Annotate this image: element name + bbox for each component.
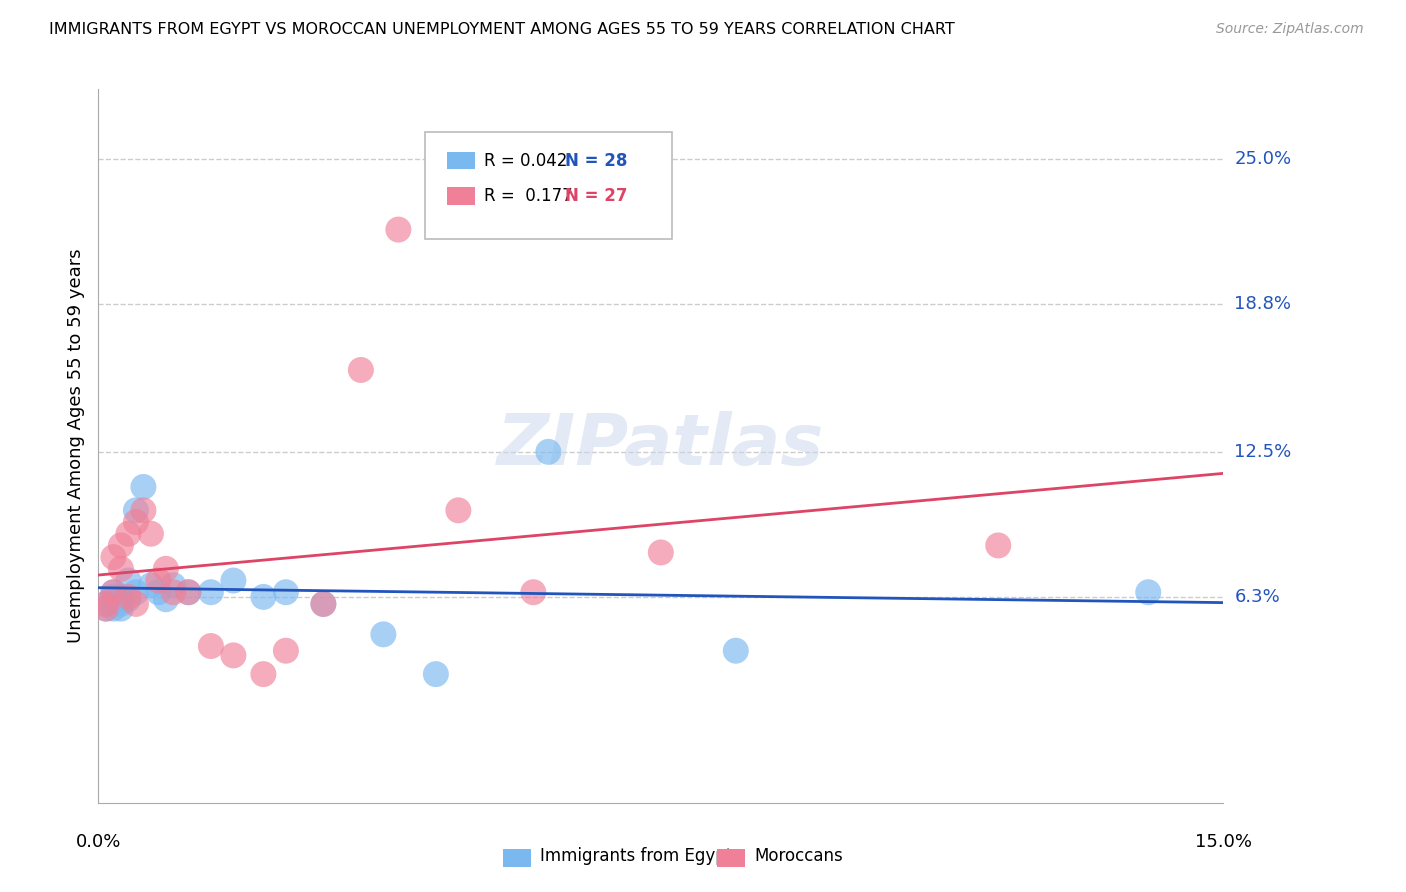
Text: IMMIGRANTS FROM EGYPT VS MOROCCAN UNEMPLOYMENT AMONG AGES 55 TO 59 YEARS CORRELA: IMMIGRANTS FROM EGYPT VS MOROCCAN UNEMPL… [49, 22, 955, 37]
Point [148, 585, 170, 599]
Point [252, 590, 274, 604]
Point [350, 363, 373, 377]
Point [274, 644, 297, 658]
Point [387, 222, 409, 236]
FancyBboxPatch shape [447, 152, 475, 169]
Text: N = 27: N = 27 [565, 187, 627, 205]
Point [110, 601, 132, 615]
Point [117, 590, 139, 604]
Text: N = 28: N = 28 [565, 152, 627, 169]
Point [103, 585, 125, 599]
Point [103, 590, 125, 604]
Point [222, 648, 245, 663]
FancyBboxPatch shape [503, 849, 531, 867]
Point [177, 585, 200, 599]
Point [537, 445, 560, 459]
Point [110, 590, 132, 604]
Point [117, 526, 139, 541]
FancyBboxPatch shape [447, 187, 475, 205]
Point [110, 538, 132, 552]
Point [373, 627, 395, 641]
Point [125, 515, 148, 529]
Point [139, 578, 162, 592]
Point [125, 597, 148, 611]
Text: 25.0%: 25.0% [1234, 151, 1292, 169]
FancyBboxPatch shape [425, 132, 672, 239]
Point [177, 585, 200, 599]
Point [312, 597, 335, 611]
Text: 12.5%: 12.5% [1234, 442, 1292, 461]
Text: R = 0.042: R = 0.042 [484, 152, 568, 169]
Y-axis label: Unemployment Among Ages 55 to 59 years: Unemployment Among Ages 55 to 59 years [66, 249, 84, 643]
Point [274, 585, 297, 599]
Point [650, 545, 672, 559]
Point [200, 639, 222, 653]
Point [117, 592, 139, 607]
Point [252, 667, 274, 681]
Point [94, 597, 117, 611]
Text: R =  0.177: R = 0.177 [484, 187, 572, 205]
Point [162, 585, 184, 599]
Point [94, 597, 117, 611]
Point [94, 601, 117, 615]
Text: Immigrants from Egypt: Immigrants from Egypt [540, 847, 733, 865]
Text: ZIPatlas: ZIPatlas [498, 411, 824, 481]
Point [117, 574, 139, 588]
Point [103, 585, 125, 599]
Point [200, 585, 222, 599]
Point [1137, 585, 1160, 599]
Point [103, 550, 125, 565]
Point [94, 601, 117, 615]
Text: 0.0%: 0.0% [76, 833, 121, 851]
Point [125, 585, 148, 599]
Point [110, 562, 132, 576]
Point [155, 592, 177, 607]
Text: Source: ZipAtlas.com: Source: ZipAtlas.com [1216, 22, 1364, 37]
FancyBboxPatch shape [717, 849, 745, 867]
Point [148, 574, 170, 588]
Point [312, 597, 335, 611]
Text: 6.3%: 6.3% [1234, 588, 1279, 606]
Point [222, 574, 245, 588]
Point [724, 644, 747, 658]
Point [522, 585, 544, 599]
Point [162, 578, 184, 592]
Point [425, 667, 447, 681]
Point [103, 601, 125, 615]
Text: 18.8%: 18.8% [1234, 295, 1291, 313]
Point [155, 562, 177, 576]
Point [110, 597, 132, 611]
Text: 15.0%: 15.0% [1195, 833, 1251, 851]
Point [132, 503, 155, 517]
Point [132, 480, 155, 494]
Text: Moroccans: Moroccans [754, 847, 844, 865]
Point [447, 503, 470, 517]
Point [987, 538, 1010, 552]
Point [125, 503, 148, 517]
Point [139, 526, 162, 541]
